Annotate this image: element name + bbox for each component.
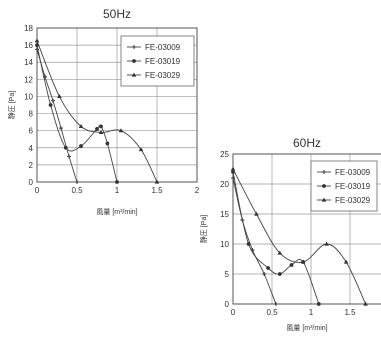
y-tick-label: 15 [220, 210, 229, 219]
data-point [118, 128, 124, 133]
y-tick-label: 5 [225, 270, 230, 279]
legend-marker [322, 184, 326, 188]
legend-label: FE-03019 [335, 182, 371, 191]
legend-label: FE-03029 [335, 196, 371, 205]
data-point [277, 250, 283, 255]
x-tick-label: 1 [309, 308, 314, 317]
legend: FE-03009 FE-03019 FE-03029 [310, 160, 378, 212]
series-line [232, 171, 320, 305]
x-axis-label: 風量 [m³/min] [96, 208, 137, 216]
legend-label: FE-03009 [335, 168, 371, 177]
legend-marker [132, 45, 136, 49]
series-line [36, 49, 78, 183]
series-fe-03009 [231, 176, 278, 306]
legend-marker [322, 170, 326, 174]
y-tick-label: 4 [29, 144, 34, 153]
series-fe-03009 [35, 47, 79, 184]
y-tick-label: 0 [29, 178, 34, 187]
data-point [75, 180, 79, 184]
series-line [36, 45, 118, 183]
series-fe-03019 [35, 43, 119, 184]
chart-2: 60Hz 0 0.5 1 1.5 0 5 10 15 20 25 風量 [m³/min] 静圧 [Pa]… [199, 136, 381, 332]
x-tick-label: 0.5 [71, 186, 83, 195]
chart-title: 50Hz [103, 7, 131, 21]
x-tick-label: 0 [231, 308, 236, 317]
data-point [59, 126, 63, 131]
y-axis-label: 静圧 [Pa] [199, 215, 208, 243]
data-point [230, 166, 236, 171]
series-line [232, 177, 277, 305]
legend-marker [131, 72, 137, 77]
x-tick-label: 0.5 [266, 308, 278, 317]
y-tick-label: 20 [220, 180, 229, 189]
legend-marker [132, 59, 136, 63]
data-point [67, 154, 71, 159]
legend-label: FE-03029 [145, 71, 181, 80]
data-point [48, 103, 53, 107]
data-point [63, 145, 68, 150]
plot-frame [232, 153, 381, 305]
legend-label: FE-03009 [145, 43, 181, 52]
data-point [115, 180, 119, 184]
data-point [316, 302, 321, 306]
y-tick-label: 2 [29, 161, 34, 170]
data-point [289, 263, 294, 267]
data-point [363, 301, 368, 306]
y-tick-label: 0 [225, 300, 230, 309]
y-tick-label: 14 [24, 58, 33, 67]
data-point [277, 272, 282, 276]
series-fe-03029 [230, 166, 368, 306]
legend-label: FE-03019 [145, 57, 181, 66]
x-axis-label: 風量 [m³/min] [286, 324, 327, 332]
series-fe-03029 [34, 38, 160, 184]
chart-1: 50Hz 0 0.5 1 1.5 2 0 2 4 6 8 10 12 14 16 18 風量 [m³/min] 静… [7, 7, 200, 216]
data-point [262, 272, 267, 276]
x-tick-label: 0 [35, 186, 40, 195]
data-point [98, 129, 104, 134]
data-point [273, 302, 278, 306]
data-point [51, 98, 55, 103]
data-point [34, 38, 40, 43]
data-point [154, 179, 160, 184]
y-tick-label: 10 [220, 240, 229, 249]
data-point [78, 123, 84, 128]
y-tick-label: 18 [24, 24, 33, 33]
data-point [99, 124, 103, 129]
data-point [254, 211, 259, 216]
chart-title: 60Hz [293, 136, 321, 150]
data-point [105, 141, 110, 146]
y-tick-label: 16 [24, 41, 33, 50]
x-tick-label: 1 [115, 186, 120, 195]
data-point [324, 241, 329, 246]
data-point [266, 266, 270, 270]
legend: FE-03009 FE-03019 FE-03029 [120, 35, 195, 87]
data-point [343, 259, 349, 264]
legend-marker [321, 197, 327, 202]
y-tick-label: 12 [24, 75, 33, 84]
data-point [95, 127, 99, 131]
x-tick-label: 1.5 [151, 186, 163, 195]
y-tick-label: 25 [220, 150, 229, 159]
data-point [138, 147, 144, 152]
data-point [246, 242, 251, 246]
y-tick-label: 10 [24, 92, 33, 101]
y-tick-label: 8 [29, 110, 34, 119]
data-point [57, 94, 62, 99]
y-tick-label: 6 [29, 127, 34, 136]
x-tick-label: 2 [195, 186, 200, 195]
y-axis-label: 静圧 [Pa] [7, 91, 16, 119]
data-point [300, 259, 306, 264]
data-point [79, 144, 83, 148]
series-fe-03019 [231, 170, 321, 306]
x-tick-label: 1.5 [344, 308, 356, 317]
